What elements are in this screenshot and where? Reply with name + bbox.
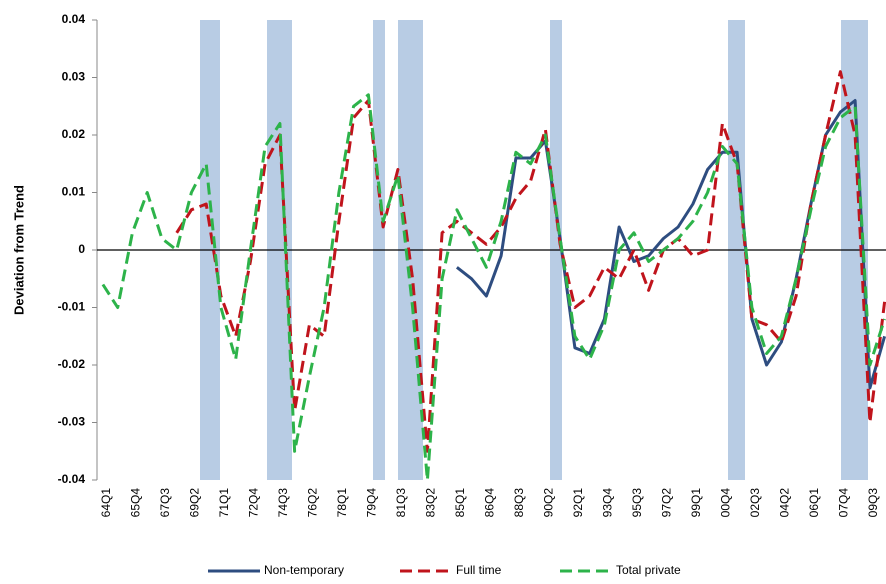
x-tick-label: 69Q2 [188, 488, 202, 518]
x-tick-label: 65Q4 [129, 488, 143, 518]
legend-label: Total private [616, 563, 681, 577]
x-tick-label: 97Q2 [660, 488, 674, 518]
y-tick-label: -0.02 [58, 357, 86, 371]
x-tick-label: 78Q1 [335, 488, 349, 518]
x-tick-label: 95Q3 [630, 488, 644, 518]
series-line [455, 99, 886, 390]
y-axis-title: Deviation from Trend [11, 185, 26, 315]
x-tick-label: 99Q1 [689, 488, 703, 518]
x-tick-label: 02Q3 [748, 488, 762, 518]
x-tick-label: 64Q1 [99, 488, 113, 518]
x-tick-label: 93Q4 [601, 488, 615, 518]
x-tick-label: 88Q3 [512, 488, 526, 518]
x-tick-label: 07Q4 [837, 488, 851, 518]
x-tick-label: 81Q3 [394, 488, 408, 518]
x-tick-label: 90Q2 [542, 488, 556, 518]
x-tick-label: 85Q1 [453, 488, 467, 518]
y-tick-label: 0.04 [62, 12, 86, 26]
y-tick-label: 0 [78, 242, 85, 256]
legend-label: Full time [456, 563, 502, 577]
x-tick-label: 92Q1 [571, 488, 585, 518]
x-tick-label: 06Q1 [807, 488, 821, 518]
x-tick-label: 79Q4 [365, 488, 379, 518]
series-line [101, 93, 886, 482]
x-tick-label: 71Q1 [217, 488, 231, 518]
y-tick-label: -0.03 [58, 415, 86, 429]
y-tick-label: 0.02 [62, 127, 86, 141]
x-tick-label: 00Q4 [719, 488, 733, 518]
x-tick-label: 76Q2 [306, 488, 320, 518]
y-tick-label: 0.03 [62, 70, 86, 84]
series-line [175, 70, 886, 453]
x-tick-label: 74Q3 [276, 488, 290, 518]
y-tick-label: 0.01 [62, 185, 86, 199]
y-tick-label: -0.04 [58, 472, 86, 486]
x-tick-label: 09Q3 [866, 488, 880, 518]
x-tick-label: 67Q3 [158, 488, 172, 518]
x-tick-label: 83Q2 [424, 488, 438, 518]
x-tick-label: 04Q2 [778, 488, 792, 518]
x-tick-label: 72Q4 [247, 488, 261, 518]
y-tick-label: -0.01 [58, 300, 86, 314]
legend-label: Non-temporary [264, 563, 344, 577]
x-tick-label: 86Q4 [483, 488, 497, 518]
